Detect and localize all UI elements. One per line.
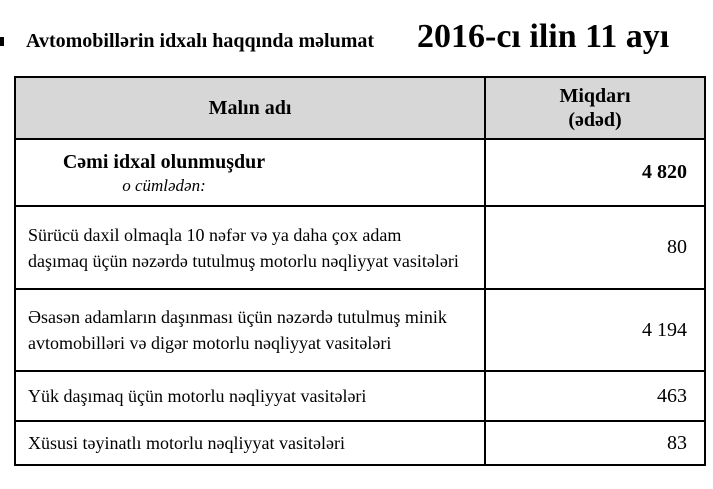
table-row-total: Cəmi idxal olunmuşdur o cümlədən: 4 820 — [14, 138, 706, 207]
column-header-quantity: Miqdarı (ədəd) — [484, 76, 706, 140]
table-row-cargo-vehicles: Yük daşımaq üçün motorlu nəqliyyat vasit… — [14, 370, 706, 422]
column-header-quantity-line1: Miqdarı — [559, 85, 631, 107]
row-name-cell: Yük daşımaq üçün motorlu nəqliyyat vasit… — [14, 370, 486, 422]
imports-table: Malın adı Miqdarı (ədəd) Cəmi idxal olun… — [14, 76, 706, 466]
row-value: 83 — [484, 420, 706, 466]
total-label-block: Cəmi idxal olunmuşdur o cümlədən: — [28, 150, 300, 196]
row-name-line: Yük daşımaq üçün motorlu nəqliyyat vasit… — [28, 386, 367, 406]
table-row-special-purpose: Xüsusi təyinatlı motorlu nəqliyyat vasit… — [14, 420, 706, 466]
column-header-quantity-line2: (ədəd) — [568, 109, 622, 131]
scan-edge-artifact — [0, 37, 4, 46]
row-name-line: Sürücü daxil olmaqla 10 nəfər və ya daha… — [28, 224, 402, 245]
report-period: 2016-cı ilin 11 ayı — [417, 18, 670, 55]
row-value: 463 — [484, 370, 706, 422]
row-value: 80 — [484, 205, 706, 290]
total-name-cell: Cəmi idxal olunmuşdur o cümlədən: — [14, 138, 486, 207]
row-name-line: daşımaq üçün nəzərdə tutulmuş motorlu nə… — [28, 250, 459, 271]
row-name-cell: Əsasən adamların daşınması üçün nəzərdə … — [14, 288, 486, 372]
row-name-line: avtomobilləri və digər motorlu nəqliyyat… — [28, 333, 392, 353]
total-label: Cəmi idxal olunmuşdur — [62, 150, 266, 173]
row-name-line: Xüsusi təyinatlı motorlu nəqliyyat vasit… — [28, 433, 345, 453]
page-title: Avtomobillərin idxalı haqqında məlumat — [26, 30, 375, 52]
row-name-line: Əsasən adamların daşınması üçün nəzərdə … — [28, 307, 447, 327]
total-value: 4 820 — [484, 138, 706, 207]
document-header: Avtomobillərin idxalı haqqında məlumat 2… — [26, 18, 669, 56]
table-row-passenger-cars: Əsasən adamların daşınması üçün nəzərdə … — [14, 288, 706, 372]
total-note: o cümlədən: — [122, 175, 206, 195]
table-header-row: Malın adı Miqdarı (ədəd) — [14, 76, 706, 140]
column-header-product-name: Malın adı — [14, 76, 486, 140]
table-row-buses: Sürücü daxil olmaqla 10 nəfər və ya daha… — [14, 205, 706, 290]
row-value: 4 194 — [484, 288, 706, 372]
row-name-cell: Sürücü daxil olmaqla 10 nəfər və ya daha… — [14, 205, 486, 290]
row-name-cell: Xüsusi təyinatlı motorlu nəqliyyat vasit… — [14, 420, 486, 466]
